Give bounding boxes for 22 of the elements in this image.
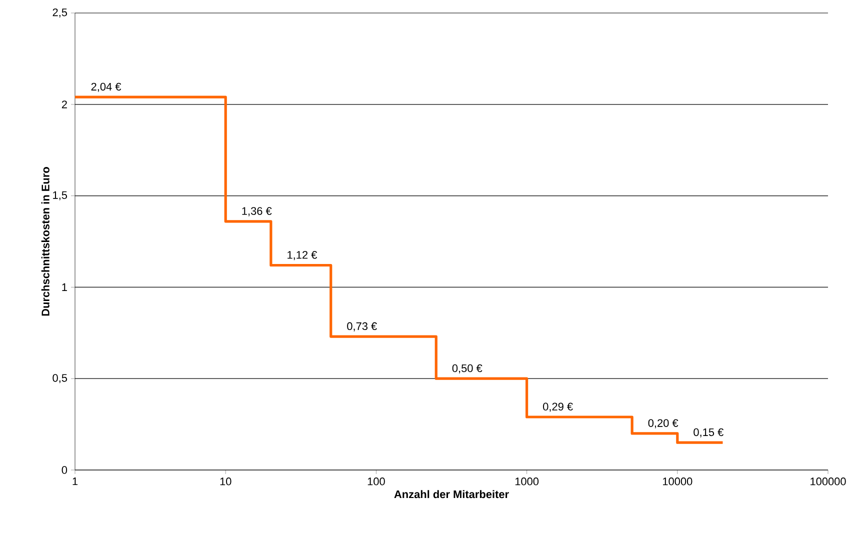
data-label: 0,29 € xyxy=(543,402,573,412)
y-tick-label: 0,5 xyxy=(52,374,68,384)
y-tick-label: 0 xyxy=(62,466,68,474)
data-label: 0,50 € xyxy=(452,364,482,374)
x-tick-label: 10 xyxy=(220,478,232,486)
x-tick-label: 100 xyxy=(368,478,385,486)
data-label: 1,36 € xyxy=(242,207,272,216)
x-tick-label: 100000 xyxy=(810,478,846,486)
data-label: 0,20 € xyxy=(648,419,678,428)
x-axis-title: Anzahl der Mitarbeiter xyxy=(394,490,509,498)
y-axis-title: Durchschnittskosten in Euro xyxy=(41,167,50,316)
x-tick-label: 1 xyxy=(72,478,78,486)
data-label: 1,12 € xyxy=(288,251,318,260)
data-label: 0,15 € xyxy=(694,428,724,438)
data-label: 2,04 € xyxy=(91,82,122,92)
y-tick-label: 2,5 xyxy=(52,8,68,18)
y-tick-label: 1 xyxy=(62,283,67,291)
data-label: 0,73 € xyxy=(347,322,377,332)
y-tick-label: 1,5 xyxy=(53,191,68,200)
y-tick-label: 2 xyxy=(62,100,67,108)
x-tick-label: 1000 xyxy=(515,478,539,486)
x-tick-label: 10000 xyxy=(662,478,692,486)
